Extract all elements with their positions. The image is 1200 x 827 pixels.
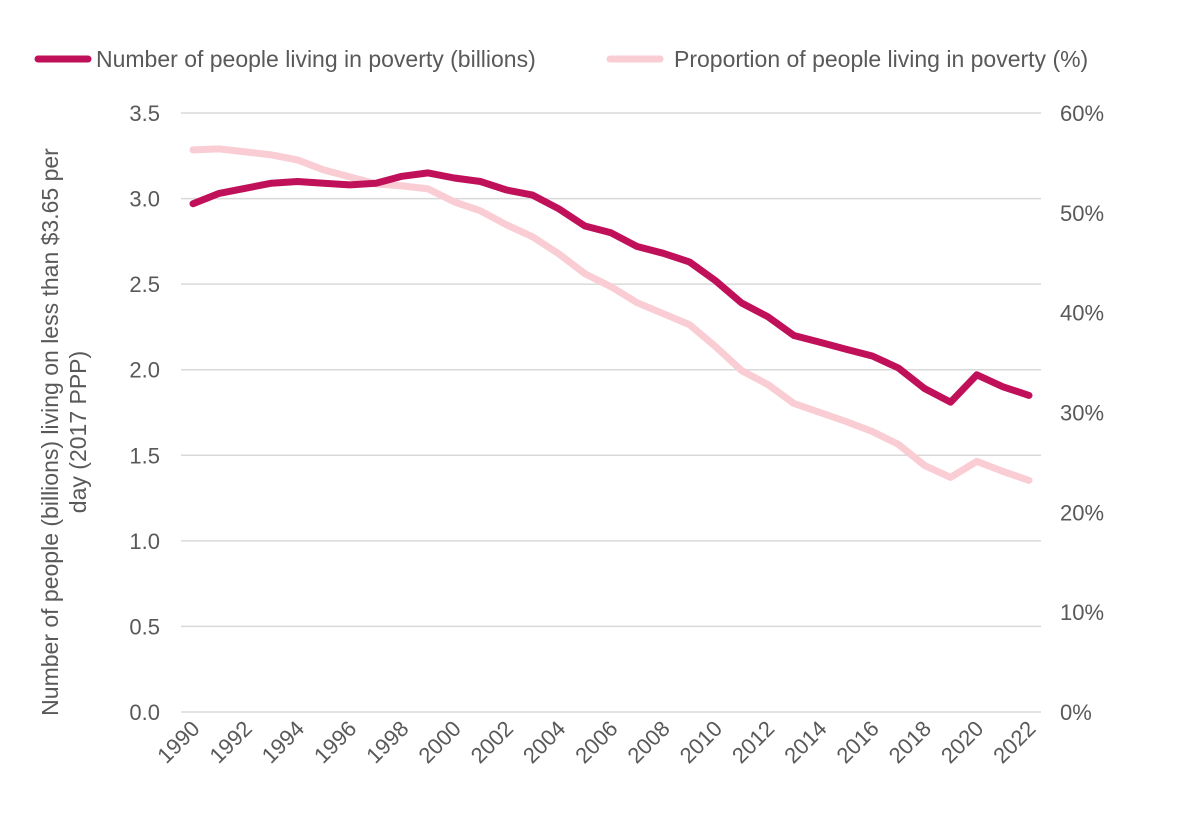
gridlines bbox=[181, 112, 1041, 713]
x-tick-label: 2004 bbox=[518, 716, 570, 768]
series-lines bbox=[189, 145, 1033, 484]
y2-tick-label: 60% bbox=[1060, 101, 1104, 126]
x-tick-label: 1998 bbox=[361, 716, 413, 768]
y2-tick-label: 50% bbox=[1060, 201, 1104, 226]
x-tick-label: 2018 bbox=[884, 716, 936, 768]
right-axis-ticks: 0% 10% 20% 30% 40% 50% 60% bbox=[1060, 101, 1104, 725]
x-tick-label: 1996 bbox=[309, 716, 361, 768]
left-axis-ticks: 0.0 0.5 1.0 1.5 2.0 2.5 3.0 3.5 bbox=[129, 101, 160, 725]
x-axis-ticks: 1990 1992 1994 1996 1998 2000 2002 2004 2006 2008… bbox=[152, 716, 1040, 768]
x-tick-label: 2008 bbox=[622, 716, 674, 768]
legend: Number of people living in poverty (bill… bbox=[34, 46, 1088, 72]
x-tick-label: 2000 bbox=[413, 716, 465, 768]
y-tick-label: 1.5 bbox=[129, 443, 160, 468]
y2-tick-label: 0% bbox=[1060, 700, 1092, 725]
y-tick-label: 2.5 bbox=[129, 272, 160, 297]
y-tick-label: 3.5 bbox=[129, 101, 160, 126]
y-tick-label: 0.0 bbox=[129, 700, 160, 725]
x-tick-label: 2020 bbox=[936, 716, 988, 768]
x-tick-label: 2016 bbox=[831, 716, 883, 768]
y-axis-label-line-1: Number of people (billions) living on le… bbox=[37, 148, 63, 716]
y-tick-label: 1.0 bbox=[129, 529, 160, 554]
y-tick-label: 3.0 bbox=[129, 187, 160, 212]
legend-label-proportion: Proportion of people living in poverty (… bbox=[674, 46, 1088, 72]
x-tick-label: 2006 bbox=[570, 716, 622, 768]
y-tick-label: 0.5 bbox=[129, 614, 160, 639]
x-tick-label: 2010 bbox=[675, 716, 727, 768]
x-tick-label: 2014 bbox=[779, 716, 831, 768]
y2-tick-label: 30% bbox=[1060, 401, 1104, 426]
legend-label-billions: Number of people living in poverty (bill… bbox=[96, 46, 536, 72]
x-tick-label: 1992 bbox=[204, 716, 256, 768]
x-tick-label: 2022 bbox=[988, 716, 1040, 768]
y2-tick-label: 20% bbox=[1060, 500, 1104, 525]
y2-tick-label: 10% bbox=[1060, 600, 1104, 625]
x-tick-label: 2002 bbox=[466, 716, 518, 768]
y-axis-label-line-2: day (2017 PPP) bbox=[65, 351, 91, 513]
y2-tick-label: 40% bbox=[1060, 301, 1104, 326]
x-tick-label: 1994 bbox=[257, 716, 309, 768]
y-tick-label: 2.0 bbox=[129, 358, 160, 383]
x-tick-label: 1990 bbox=[152, 716, 204, 768]
x-tick-label: 2012 bbox=[727, 716, 779, 768]
